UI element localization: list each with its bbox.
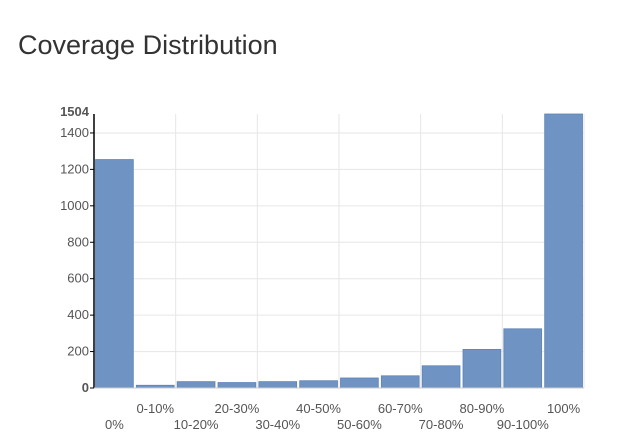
y-tick-label: 600 bbox=[67, 271, 89, 286]
y-tick-label: 200 bbox=[67, 344, 89, 359]
bar-30-40pct bbox=[258, 381, 298, 389]
y-tick-label: 800 bbox=[67, 234, 89, 249]
bar-100pct bbox=[544, 113, 583, 389]
bar-80-90pct bbox=[462, 348, 502, 389]
x-tick-label: 30-40% bbox=[255, 417, 300, 432]
bar-0pct bbox=[95, 159, 134, 389]
axes bbox=[90, 114, 584, 389]
x-tick-label: 100% bbox=[547, 401, 581, 416]
y-tick-label: 1400 bbox=[60, 125, 89, 140]
y-tick-label: 400 bbox=[67, 307, 89, 322]
x-tick-label: 0-10% bbox=[136, 401, 174, 416]
x-tick-label: 50-60% bbox=[337, 417, 382, 432]
x-tick-label: 90-100% bbox=[497, 417, 549, 432]
y-max-label: 1504 bbox=[60, 104, 90, 119]
page-title: Coverage Distribution bbox=[18, 30, 278, 60]
y-tick-label: 0 bbox=[82, 380, 89, 395]
bar-10-20pct bbox=[176, 381, 216, 389]
bar-70-80pct bbox=[421, 365, 461, 389]
y-tick-label: 1200 bbox=[60, 161, 89, 176]
x-tick-label: 20-30% bbox=[215, 401, 260, 416]
x-tick-label: 40-50% bbox=[296, 401, 341, 416]
bar-20-30pct bbox=[217, 382, 257, 389]
x-tick-label: 10-20% bbox=[174, 417, 219, 432]
bar-40-50pct bbox=[299, 380, 338, 389]
x-tick-label: 80-90% bbox=[460, 401, 505, 416]
bar-60-70pct bbox=[380, 375, 420, 389]
x-tick-label: 60-70% bbox=[378, 401, 423, 416]
y-tick-labels: 0 200 400 600 800 1000 1200 1400 1504 bbox=[60, 104, 90, 395]
x-tick-labels: 0% 0-10%10-20%20-30%30-40%40-50%50-60%60-… bbox=[105, 401, 581, 432]
y-tick-label: 1000 bbox=[60, 198, 89, 213]
bar-50-60pct bbox=[340, 377, 379, 389]
x-tick-label: 0% bbox=[105, 417, 124, 432]
x-tick-label: 70-80% bbox=[419, 417, 464, 432]
bar-90-100pct bbox=[503, 328, 543, 389]
grid-lines bbox=[94, 114, 585, 389]
